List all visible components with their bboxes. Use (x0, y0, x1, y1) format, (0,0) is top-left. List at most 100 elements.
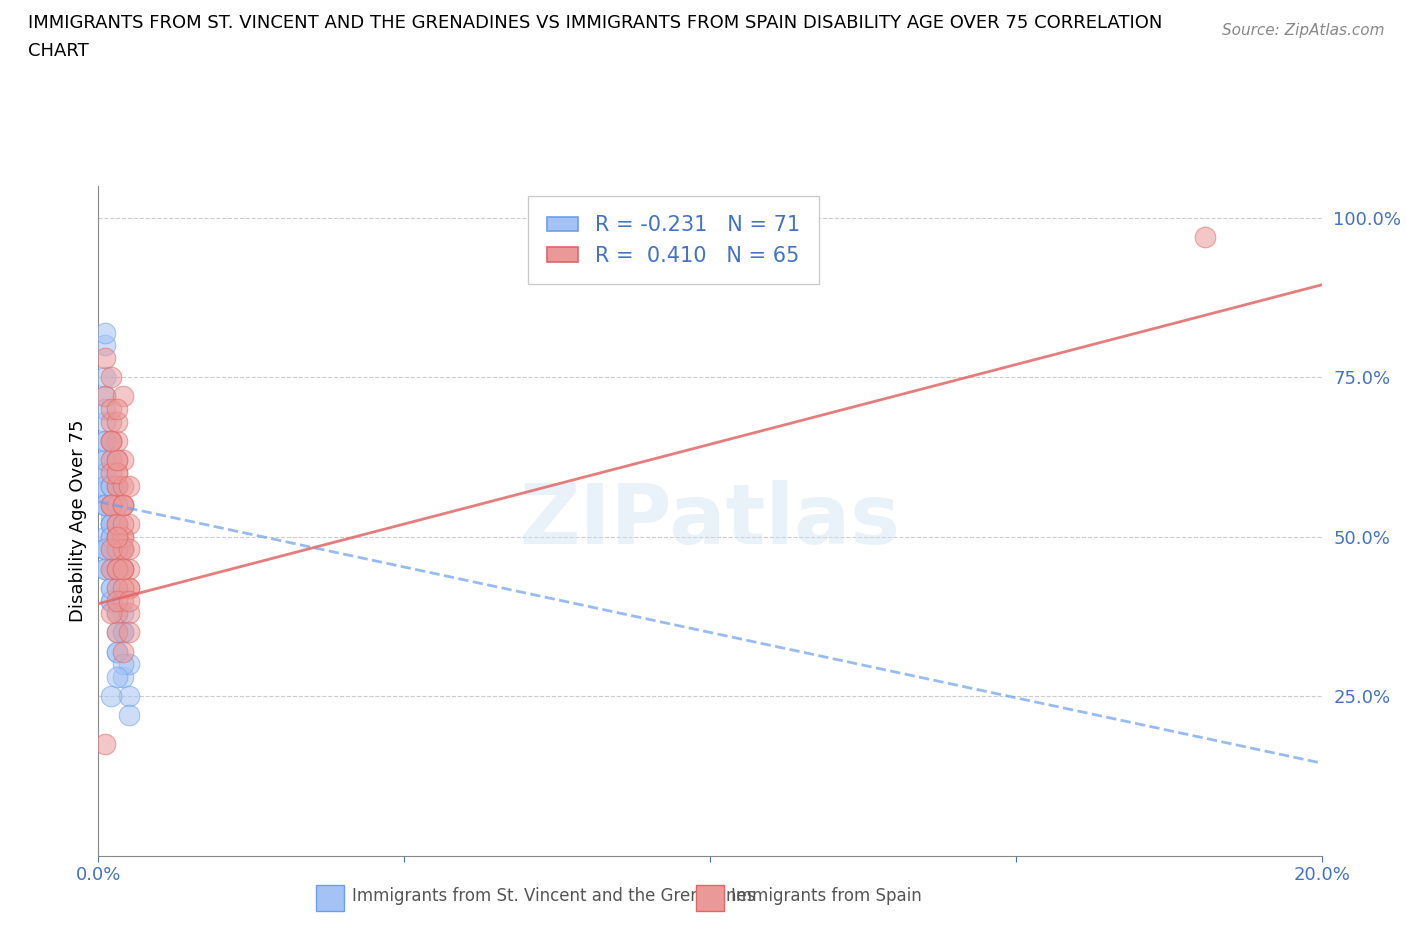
Point (105, 529, 128, 544)
Point (105, 529, 128, 544)
Point (100, 498, 122, 512)
Point (100, 561, 122, 576)
Point (93, 402, 115, 417)
Point (105, 605, 128, 620)
Point (111, 453, 134, 468)
Point (105, 478, 128, 493)
Point (111, 529, 134, 544)
Point (93, 433, 115, 448)
Point (100, 516, 122, 531)
Point (111, 542, 134, 557)
Point (100, 433, 122, 448)
Point (105, 529, 128, 544)
Point (93, 529, 115, 544)
Point (93, 737, 115, 751)
Point (100, 542, 122, 557)
Point (93, 498, 115, 512)
Point (118, 605, 141, 620)
Point (93, 542, 115, 557)
Point (105, 644, 128, 659)
Point (111, 542, 134, 557)
Point (100, 478, 122, 493)
Point (118, 657, 141, 671)
Point (93, 542, 115, 557)
Point (105, 453, 128, 468)
Point (111, 593, 134, 608)
Point (105, 415, 128, 430)
Point (118, 478, 141, 493)
Point (100, 478, 122, 493)
Point (111, 561, 134, 576)
Point (100, 453, 122, 468)
Point (105, 542, 128, 557)
Point (111, 605, 134, 620)
Point (118, 593, 141, 608)
Point (105, 498, 128, 512)
Point (111, 529, 134, 544)
Text: CHART: CHART (28, 42, 89, 60)
Point (100, 370, 122, 385)
Point (111, 657, 134, 671)
Point (100, 516, 122, 531)
Point (105, 478, 128, 493)
Point (100, 605, 122, 620)
Point (100, 580, 122, 595)
Point (100, 529, 122, 544)
Point (105, 561, 128, 576)
Point (105, 433, 128, 448)
Point (111, 625, 134, 640)
Point (100, 433, 122, 448)
Point (111, 670, 134, 684)
Point (100, 478, 122, 493)
Point (111, 561, 134, 576)
Point (105, 644, 128, 659)
Point (100, 561, 122, 576)
Point (1194, 230, 1216, 245)
Point (111, 561, 134, 576)
Point (118, 542, 141, 557)
Point (93, 466, 115, 481)
Point (100, 529, 122, 544)
Point (105, 580, 128, 595)
Point (100, 516, 122, 531)
Point (105, 453, 128, 468)
Point (93, 542, 115, 557)
Point (105, 625, 128, 640)
Point (93, 498, 115, 512)
Text: IMMIGRANTS FROM ST. VINCENT AND THE GRENADINES VS IMMIGRANTS FROM SPAIN DISABILI: IMMIGRANTS FROM ST. VINCENT AND THE GREN… (28, 14, 1163, 32)
Point (100, 511, 122, 525)
Point (100, 453, 122, 468)
Point (100, 516, 122, 531)
Point (111, 542, 134, 557)
Point (111, 516, 134, 531)
Point (100, 466, 122, 481)
Point (105, 605, 128, 620)
Point (111, 498, 134, 512)
Point (105, 542, 128, 557)
Point (93, 338, 115, 352)
Point (93, 561, 115, 576)
Point (100, 593, 122, 608)
Point (105, 542, 128, 557)
Point (118, 689, 141, 704)
Point (100, 415, 122, 430)
Point (100, 498, 122, 512)
Point (105, 498, 128, 512)
Point (100, 593, 122, 608)
Point (105, 529, 128, 544)
Point (93, 498, 115, 512)
Point (105, 516, 128, 531)
Text: Immigrants from St. Vincent and the Grenadines: Immigrants from St. Vincent and the Gren… (352, 886, 755, 905)
Point (93, 485, 115, 499)
Point (105, 478, 128, 493)
Point (93, 326, 115, 340)
Point (93, 351, 115, 365)
Point (105, 516, 128, 531)
Point (105, 402, 128, 417)
Point (100, 478, 122, 493)
Point (105, 561, 128, 576)
Point (93, 389, 115, 404)
Point (100, 402, 122, 417)
Point (118, 561, 141, 576)
Point (100, 529, 122, 544)
